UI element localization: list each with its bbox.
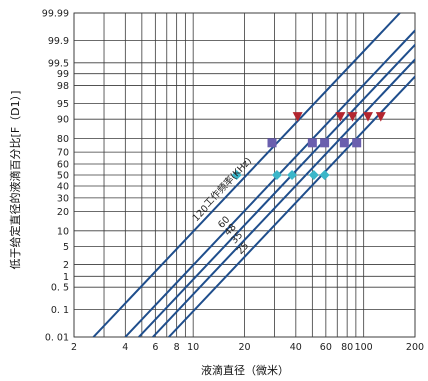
square-marker: [339, 138, 349, 148]
y-tick-label: 70: [57, 148, 69, 159]
triangle-marker: [335, 112, 346, 122]
y-tick-label: 60: [57, 159, 69, 170]
data-markers: [231, 112, 386, 180]
x-axis-title: 液滴直径（微米）: [201, 363, 289, 377]
x-tick-label: 80: [341, 342, 353, 353]
y-tick-label: 0. 1: [51, 305, 69, 316]
series-line-120: [92, 13, 401, 337]
x-tick-label: 40: [290, 342, 302, 353]
x-tick-label: 100: [355, 342, 373, 353]
x-tick-label: 4: [122, 342, 128, 353]
x-tick-label: 20: [238, 342, 250, 353]
y-tick-label: 30: [57, 193, 69, 204]
diamond-marker: [319, 170, 330, 180]
y-tick-label: 20: [57, 207, 69, 218]
diamond-marker: [271, 170, 282, 180]
y-tick-label: 40: [57, 182, 69, 193]
y-tick-label: 98: [57, 81, 69, 92]
x-tick-label: 60: [320, 342, 332, 353]
square-marker: [320, 138, 330, 148]
y-tick-label: 10: [57, 226, 69, 237]
y-tick-label: 80: [57, 134, 69, 145]
diamond-marker: [287, 170, 298, 180]
y-tick-label: 95: [57, 99, 69, 110]
y-tick-label: 0. 01: [45, 333, 69, 344]
triangle-marker: [362, 112, 373, 122]
y-tick-label: 0. 5: [51, 283, 69, 294]
y-tick-label: 99: [57, 69, 69, 80]
x-tick-label: 2: [71, 342, 77, 353]
triangle-marker: [375, 112, 386, 122]
y-tick-label: 50: [57, 171, 69, 182]
x-tick-label: 6: [152, 342, 158, 353]
diamond-marker: [231, 170, 242, 180]
plot-frame: [73, 12, 416, 338]
x-tick-label: 10: [187, 342, 199, 353]
triangle-marker: [347, 112, 358, 122]
y-axis-title: 低于给定直径的液滴百分比[F（D1）]: [8, 91, 22, 270]
y-tick-label: 1: [63, 272, 69, 283]
grid: [73, 12, 416, 338]
y-tick-label: 99.5: [48, 58, 69, 69]
square-marker: [352, 138, 362, 148]
triangle-marker: [292, 112, 303, 122]
diamond-marker: [308, 170, 319, 180]
y-tick-label: 99.99: [42, 9, 69, 20]
series-title: 工作频率(KHz): [202, 155, 255, 210]
x-tick-label: 8: [174, 342, 180, 353]
y-tick-label: 90: [57, 115, 69, 126]
square-marker: [307, 138, 317, 148]
y-tick-label: 5: [63, 242, 69, 253]
y-tick-label: 2: [63, 260, 69, 271]
series-line-35: [152, 58, 415, 337]
square-marker: [267, 138, 277, 148]
y-tick-label: 99.9: [48, 36, 69, 47]
x-tick-label: 200: [406, 342, 424, 353]
